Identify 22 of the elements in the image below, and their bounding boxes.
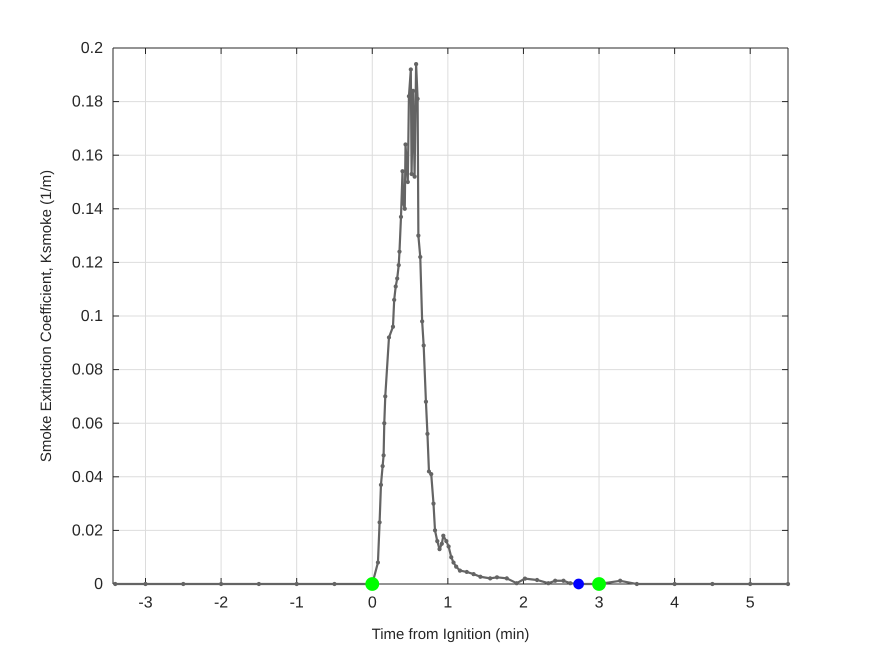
- y-tick-label: 0: [94, 576, 104, 594]
- x-tick-label: 5: [746, 594, 755, 612]
- y-tick-label: 0.12: [72, 254, 104, 272]
- y-tick-label: 0.16: [72, 147, 104, 164]
- x-tick-label: 1: [443, 594, 452, 612]
- y-tick-label: 0.06: [72, 415, 104, 432]
- x-tick-label: 3: [594, 594, 604, 612]
- y-tick-label: 0.14: [72, 200, 104, 218]
- y-tick-label: 0.02: [72, 522, 104, 540]
- y-tick-label: 0.18: [72, 94, 104, 111]
- y-tick-label: 0.04: [72, 468, 104, 486]
- y-tick-label: 0.2: [80, 40, 104, 58]
- x-tick-label: -1: [290, 594, 304, 612]
- x-tick-label: -2: [214, 594, 228, 612]
- x-tick-label: 4: [670, 594, 680, 612]
- y-axis-title: Smoke Extinction Coefficient, Ksmoke (1/m): [38, 170, 55, 462]
- y-tick-label: 0.08: [72, 362, 104, 379]
- x-tick-label: 2: [518, 594, 528, 612]
- y-tick-label: 0.1: [80, 308, 104, 326]
- x-axis-title: Time from Ignition (min): [372, 626, 530, 643]
- x-tick-label: 0: [368, 594, 377, 612]
- x-tick-label: -3: [138, 594, 153, 612]
